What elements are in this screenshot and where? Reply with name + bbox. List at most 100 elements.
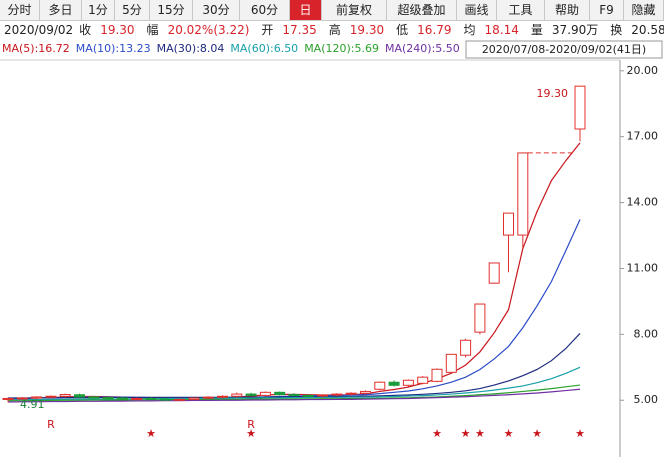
info-label: 低	[396, 23, 409, 37]
toolbar-button[interactable]: 5分	[115, 0, 150, 20]
toolbar-button[interactable]: 15分	[150, 0, 193, 20]
toolbar-button[interactable]: 分时	[0, 0, 40, 20]
legend-entry: MA(60):6.50	[230, 42, 298, 55]
candle-body	[302, 394, 314, 397]
ma-line	[8, 333, 581, 399]
info-bar: 2020/09/02 收 19.30 幅 20.02%(3.22) 开 17.35 高 19.3…	[0, 21, 664, 40]
legend-entry: MA(240):5.50	[385, 42, 460, 55]
info-label: 高	[328, 23, 341, 37]
info-item: 开 17.35	[261, 23, 322, 37]
candle-body	[360, 390, 371, 394]
candle-body	[503, 212, 514, 236]
candle-body	[145, 397, 157, 400]
candle-body	[174, 398, 186, 401]
event-mark: ★	[532, 427, 542, 440]
info-label: 均	[463, 23, 476, 37]
y-tick-label: 20.00	[627, 64, 659, 77]
candle-body	[231, 393, 243, 397]
toolbar-button[interactable]: 60分	[240, 0, 290, 20]
toolbar-button[interactable]: 超级叠加	[387, 0, 457, 20]
toolbar-button[interactable]: 30分	[193, 0, 240, 20]
info-value: 20.58%	[631, 23, 664, 37]
candle-body	[345, 392, 357, 395]
low-label: 4.91	[20, 398, 45, 411]
toolbar-button[interactable]: 画线	[457, 0, 497, 20]
y-tick-label: 14.00	[627, 196, 659, 209]
candle-body	[217, 395, 228, 398]
toolbar-button[interactable]: 帮助	[545, 0, 590, 20]
event-mark: ★	[146, 427, 156, 440]
event-mark: ★	[461, 427, 471, 440]
toolbar-button[interactable]: 1分	[82, 0, 115, 20]
candle-body	[417, 376, 429, 384]
event-mark: ★	[432, 427, 442, 440]
candle-body	[374, 381, 386, 390]
candle-body	[245, 393, 257, 396]
candle-body	[159, 398, 171, 401]
toolbar-button[interactable]: 日	[290, 0, 322, 20]
toolbar: 分时 多日 1分 5分 15分 30分 60分日前复权 超级叠加 画线 工具 帮助 F9 隐藏	[0, 0, 664, 21]
info-value: 20.02%(3.22)	[167, 23, 250, 37]
info-label: 收	[79, 23, 92, 37]
candle-body	[517, 152, 529, 236]
legend-entry: MA(10):13.23	[76, 42, 151, 55]
info-item: 收 19.30	[79, 23, 140, 37]
info-label: 换	[610, 23, 623, 37]
toolbar-button[interactable]: 多日	[40, 0, 82, 20]
info-value: 19.30	[349, 23, 385, 37]
candle-body	[102, 397, 114, 400]
info-value: 16.79	[417, 23, 452, 37]
candle-body	[488, 262, 500, 284]
event-mark: R	[247, 418, 255, 431]
info-item: 低 16.79	[396, 23, 457, 37]
candle-body	[2, 397, 14, 400]
candle-body	[202, 396, 214, 399]
ma-line	[7, 388, 581, 403]
candle-body	[331, 393, 343, 396]
candle-body	[31, 396, 43, 399]
info-label: 量	[530, 23, 543, 37]
candle-body	[574, 85, 586, 130]
info-value: 18.14	[484, 23, 519, 37]
info-item: 幅 20.02%(3.22)	[147, 23, 256, 37]
info-date: 2020/09/02	[4, 23, 74, 37]
date-range: 2020/07/08-2020/09/02(41日)	[482, 43, 646, 56]
legend-entry: MA(5):16.72	[2, 42, 70, 55]
info-label: 开	[261, 23, 274, 37]
info-label: 幅	[146, 23, 159, 37]
candle-body	[460, 339, 472, 356]
info-value: 37.90万	[551, 23, 599, 37]
candle-body	[274, 391, 286, 396]
info-item: 高 19.30	[329, 23, 390, 37]
info-item: 换 20.58%	[610, 23, 664, 37]
event-mark: ★	[504, 427, 514, 440]
date-range-box	[465, 40, 663, 59]
candle-body	[259, 391, 271, 396]
candle-body	[431, 368, 443, 382]
ma-line	[7, 219, 581, 400]
legend-entry: MA(30):8.04	[157, 42, 225, 55]
candle-body	[88, 396, 100, 399]
candle-body	[288, 394, 300, 397]
info-value: 17.35	[282, 23, 317, 37]
toolbar-button[interactable]: 前复权	[322, 0, 387, 20]
candle-body	[188, 397, 200, 400]
candle-body	[74, 394, 85, 398]
event-mark: ★	[246, 427, 256, 440]
y-tick-label: 17.00	[627, 130, 659, 143]
candle-body	[474, 303, 486, 333]
event-mark: R	[47, 418, 55, 431]
event-mark: ★	[475, 427, 485, 440]
candle-body	[445, 353, 457, 373]
toolbar-button[interactable]: 工具	[497, 0, 545, 20]
event-mark: ★	[575, 427, 585, 440]
candle-body	[402, 379, 414, 386]
candle-body	[131, 397, 143, 400]
candle-body	[16, 397, 28, 400]
candle-body	[116, 397, 128, 400]
toolbar-button[interactable]: F9	[590, 0, 624, 20]
legend-entry: MA(120):5.69	[304, 42, 379, 55]
info-value: 19.30	[100, 23, 135, 37]
